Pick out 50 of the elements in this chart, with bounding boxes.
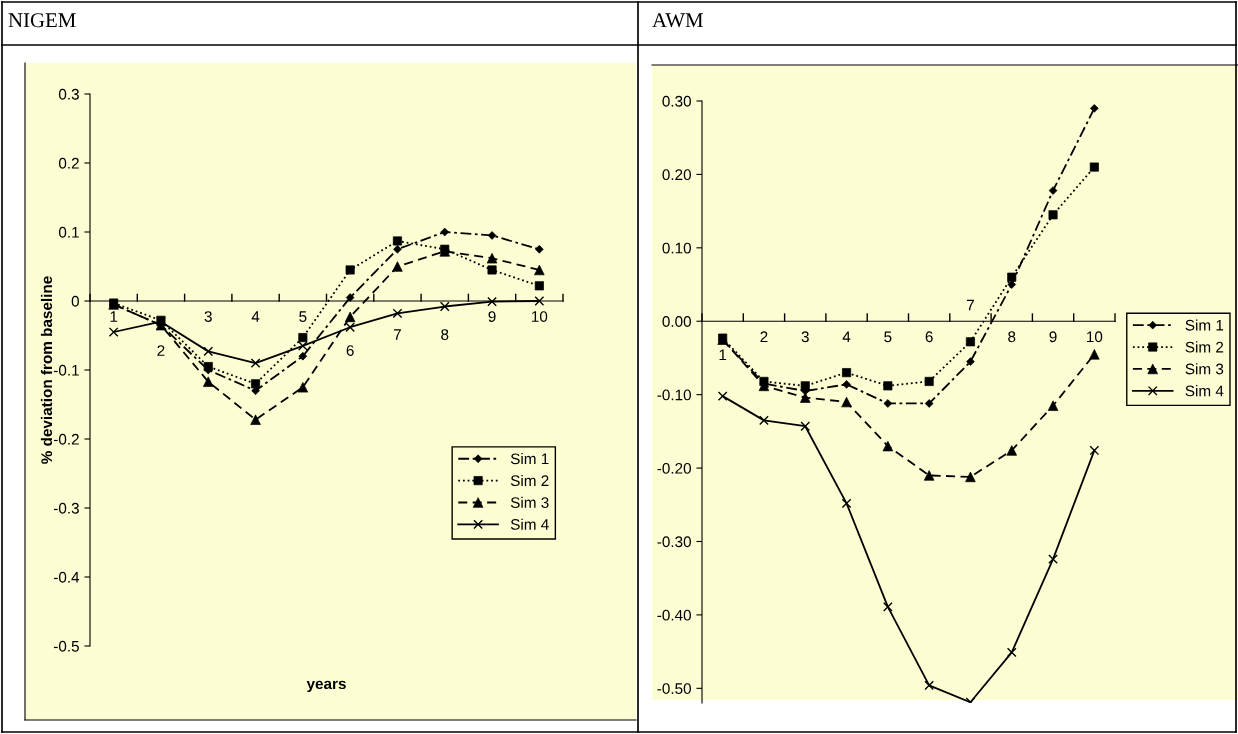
x-tick-label: 5 xyxy=(299,311,307,322)
y-tick-label: -0.30 xyxy=(657,536,691,548)
x-tick-label: 8 xyxy=(1008,331,1016,343)
y-tick-label: -0.10 xyxy=(657,389,691,401)
y-tick-label: -0.20 xyxy=(657,462,691,474)
x-tick-label: 9 xyxy=(488,311,496,322)
x-tick-label: 3 xyxy=(801,331,809,343)
y-tick-label: 0.00 xyxy=(662,316,691,327)
x-tick-label: 2 xyxy=(157,345,165,356)
x-tick-label: 2 xyxy=(760,331,768,343)
legend-label: Sim 2 xyxy=(510,474,549,487)
x-tick-label: 7 xyxy=(393,329,401,340)
legend-label: Sim 3 xyxy=(1185,363,1224,375)
legend-label: Sim 4 xyxy=(1185,385,1224,397)
y-tick-label: -0.1 xyxy=(53,364,79,376)
x-tick-label: 6 xyxy=(925,331,933,343)
legend-label: Sim 1 xyxy=(1185,319,1224,331)
legend-label: Sim 4 xyxy=(510,518,549,530)
y-tick-label: 0.10 xyxy=(662,242,691,254)
y-tick-label: -0.40 xyxy=(657,609,691,621)
chart-title: AWM xyxy=(652,13,703,28)
x-tick-label: 7 xyxy=(966,299,974,311)
x-tick-label: 9 xyxy=(1049,331,1057,343)
y-tick-label: 0.30 xyxy=(662,95,691,107)
x-tick-label: 10 xyxy=(532,311,548,322)
x-tick-label: 1 xyxy=(110,311,118,322)
x-axis-title: years xyxy=(306,680,346,693)
x-tick-label: 10 xyxy=(1087,331,1103,343)
y-tick-label: -0.5 xyxy=(53,640,79,652)
y-axis-title: % deviation from baseline xyxy=(40,276,53,464)
y-tick-label: 0 xyxy=(71,295,79,307)
x-tick-label: 3 xyxy=(204,311,212,322)
y-tick-label: 0.2 xyxy=(58,157,79,169)
y-tick-label: -0.2 xyxy=(53,433,79,445)
x-tick-label: 1 xyxy=(719,349,727,361)
legend-label: Sim 2 xyxy=(1185,341,1224,353)
x-tick-label: 4 xyxy=(251,311,260,322)
legend-label: Sim 1 xyxy=(510,453,549,465)
y-tick-label: -0.4 xyxy=(53,571,80,583)
x-tick-label: 8 xyxy=(441,329,449,340)
y-tick-label: -0.3 xyxy=(53,502,79,514)
y-tick-label: 0.1 xyxy=(58,226,79,238)
x-tick-label: 6 xyxy=(346,345,354,356)
chart-title: NIGEM xyxy=(8,13,76,28)
y-tick-label: -0.50 xyxy=(657,683,691,694)
x-tick-label: 5 xyxy=(884,331,892,343)
y-tick-label: 0.3 xyxy=(58,88,79,100)
legend-label: Sim 3 xyxy=(510,496,549,508)
y-tick-label: 0.20 xyxy=(662,169,691,181)
x-tick-label: 4 xyxy=(842,331,851,343)
